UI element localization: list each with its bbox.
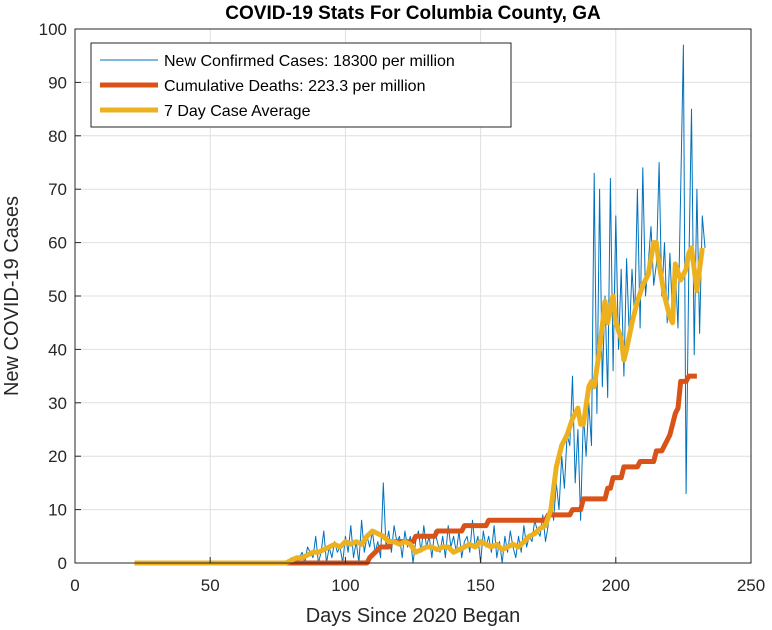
y-tick-label-7: 70: [48, 180, 67, 199]
y-tick-label-1: 10: [48, 501, 67, 520]
y-tick-label-2: 20: [48, 447, 67, 466]
x-tick-label-0: 0: [70, 576, 79, 595]
x-axis-label: Days Since 2020 Began: [306, 605, 521, 627]
x-tick-label-3: 150: [466, 576, 494, 595]
x-tick-label-1: 50: [201, 576, 220, 595]
y-tick-label-10: 100: [39, 20, 67, 39]
y-tick-label-4: 40: [48, 340, 67, 359]
series-layer: [134, 44, 706, 566]
series-line-2: [134, 240, 705, 566]
y-tick-label-8: 80: [48, 127, 67, 146]
x-tick-label-2: 100: [331, 576, 359, 595]
y-tick-label-9: 90: [48, 73, 67, 92]
x-tick-label-5: 250: [737, 576, 765, 595]
legend: New Confirmed Cases: 18300 per million Cu…: [90, 42, 512, 128]
chart-title: COVID-19 Stats For Columbia County, GA: [225, 3, 601, 24]
y-tick-label-0: 0: [58, 554, 67, 573]
ticks: 0 50 100 150 200 250 0 10 20 30 40 50 60 70 80 90 100: [39, 20, 766, 595]
series-line-0: [134, 44, 706, 564]
x-tick-label-4: 200: [602, 576, 630, 595]
legend-label-1: Cumulative Deaths: 223.3 per million: [164, 78, 425, 95]
legend-label-2: 7 Day Case Average: [164, 103, 311, 120]
legend-box: [90, 42, 512, 128]
y-tick-label-6: 60: [48, 234, 67, 253]
y-tick-label-3: 30: [48, 394, 67, 413]
y-axis-label: New COVID-19 Cases: [1, 196, 23, 396]
y-tick-label-5: 50: [48, 287, 67, 306]
legend-label-0: New Confirmed Cases: 18300 per million: [164, 53, 455, 70]
